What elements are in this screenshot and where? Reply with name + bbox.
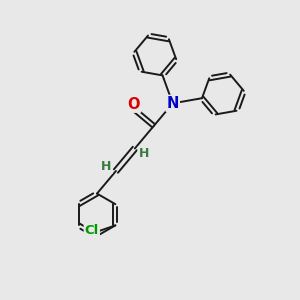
Text: H: H — [139, 147, 149, 160]
Text: H: H — [101, 160, 112, 173]
Text: O: O — [128, 97, 140, 112]
Text: Cl: Cl — [85, 224, 99, 237]
Text: N: N — [167, 96, 179, 111]
